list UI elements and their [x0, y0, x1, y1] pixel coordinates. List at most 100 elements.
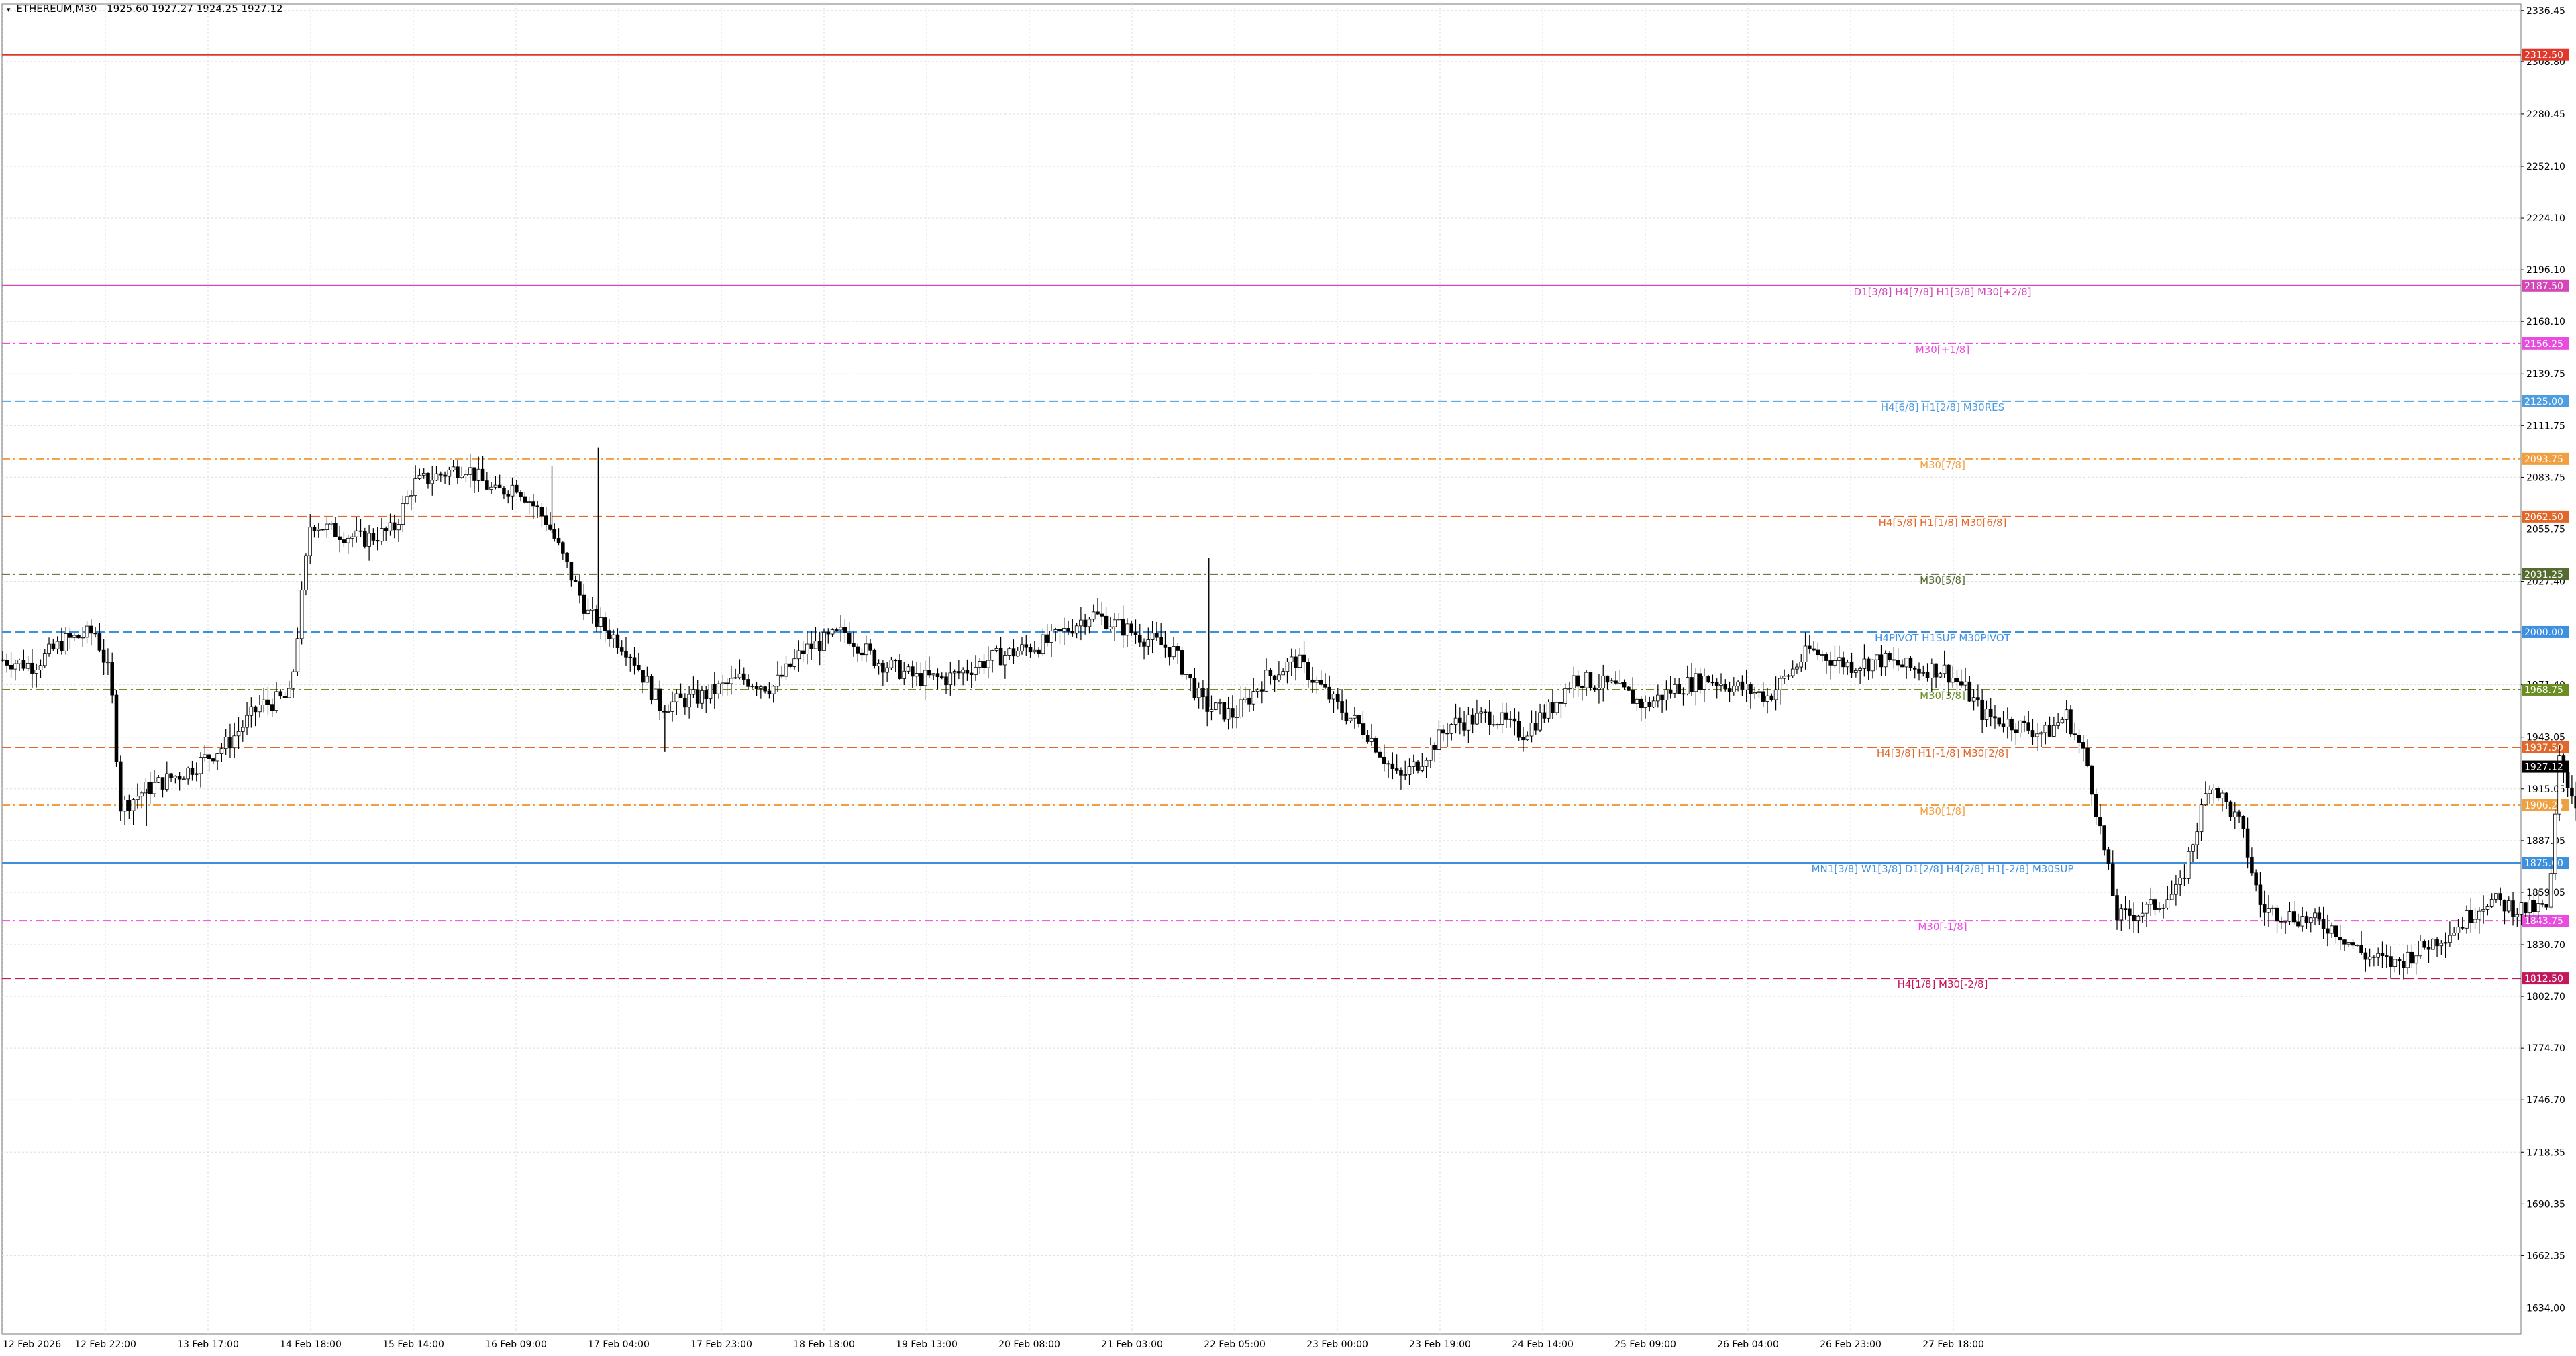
- candle-body: [531, 501, 535, 507]
- candle-body: [1930, 663, 1934, 678]
- candle-body: [1399, 770, 1403, 776]
- candle-body: [1854, 670, 1858, 673]
- candle-body: [1007, 648, 1011, 656]
- candle-body: [1353, 715, 1357, 719]
- level-price-tag: [2522, 395, 2569, 407]
- x-tick-label: 26 Feb 04:00: [1717, 1339, 1779, 1350]
- candle-body: [2136, 915, 2141, 921]
- x-tick-label: 24 Feb 14:00: [1512, 1339, 1574, 1350]
- chart-header: ▾ ETHEREUM,M30 1925.60 1927.27 1924.25 1…: [7, 3, 283, 15]
- candle-body: [911, 666, 915, 677]
- candle-body: [556, 538, 561, 543]
- candle-body: [1820, 654, 1824, 656]
- candle-body: [1239, 699, 1243, 718]
- x-tick-label: 12 Feb 2026: [3, 1339, 61, 1350]
- candle-body: [721, 682, 725, 684]
- candle-body: [405, 496, 409, 504]
- candle-body: [1799, 662, 1804, 668]
- candle-body: [236, 731, 241, 737]
- level-caption: M30[3/8]: [1920, 690, 1965, 702]
- candle-body: [1971, 697, 1976, 702]
- candle-body: [1150, 633, 1155, 640]
- candle-body: [2115, 895, 2119, 921]
- candle-body: [1243, 697, 1247, 700]
- candle-body: [1938, 673, 1943, 678]
- candle-body: [788, 663, 792, 667]
- level-price-label: 2093.75: [2524, 454, 2563, 465]
- candle-body: [1420, 766, 1425, 771]
- candle-body: [1959, 681, 1963, 686]
- candle-body: [2204, 793, 2208, 806]
- level-price-label: 2125.00: [2524, 397, 2563, 407]
- candle-body: [325, 523, 329, 530]
- candle-body: [1226, 708, 1231, 720]
- candle-body: [2262, 904, 2267, 913]
- candle-body: [1904, 658, 1908, 668]
- level-price-label: 1812.50: [2524, 974, 2563, 984]
- candle-body: [654, 688, 658, 700]
- chart-menu-icon[interactable]: ▾: [7, 5, 11, 14]
- candle-body: [961, 669, 965, 674]
- candle-body: [5, 660, 9, 666]
- candle-body: [140, 792, 144, 797]
- candle-body: [502, 488, 506, 495]
- candle-body: [957, 671, 961, 674]
- candle-body: [1942, 664, 1947, 674]
- candle-body: [1572, 675, 1576, 689]
- candle-body: [1235, 717, 1239, 719]
- candle-body: [1033, 649, 1037, 653]
- candle-body: [2351, 942, 2355, 946]
- x-tick-label: 23 Feb 00:00: [1306, 1339, 1368, 1350]
- candle-body: [704, 690, 709, 700]
- candle-body: [1466, 714, 1471, 731]
- candle-body: [2296, 921, 2300, 927]
- candle-body: [123, 800, 127, 812]
- candle-body: [2026, 722, 2030, 731]
- candle-body: [1576, 675, 1580, 687]
- candle-body: [1917, 668, 1921, 674]
- candle-body: [1500, 712, 1504, 725]
- candle-body: [927, 670, 931, 676]
- candle-body: [51, 643, 56, 649]
- candle-body: [2410, 951, 2414, 964]
- candle-body: [1656, 694, 1660, 702]
- candle-body: [725, 682, 729, 684]
- candle-body: [969, 672, 974, 675]
- candle-body: [1967, 681, 1972, 702]
- candle-body: [548, 524, 552, 530]
- candle-body: [893, 660, 898, 662]
- candle-body: [1049, 631, 1053, 643]
- candle-body: [569, 562, 574, 581]
- candle-body: [852, 643, 856, 647]
- candle-body: [1268, 670, 1273, 676]
- symbol-label: ETHEREUM,M30: [16, 3, 97, 15]
- candle-body: [1567, 688, 1572, 690]
- candle-body: [615, 634, 620, 648]
- candle-body: [2347, 942, 2351, 945]
- candle-body: [1618, 682, 1622, 684]
- candle-body: [329, 523, 333, 525]
- candle-body: [485, 480, 489, 490]
- candle-body: [321, 529, 325, 531]
- candle-body: [1281, 671, 1285, 676]
- candle-body: [658, 688, 662, 711]
- candle-body: [544, 515, 548, 525]
- candle-body: [2524, 902, 2528, 914]
- candle-body: [476, 468, 481, 481]
- candle-body: [1437, 729, 1441, 750]
- candle-body: [792, 658, 796, 667]
- y-tick-label: 2252.10: [2526, 162, 2565, 172]
- candle-body: [2334, 925, 2338, 937]
- candle-body: [1458, 717, 1462, 723]
- candle-body: [2030, 730, 2035, 737]
- candle-body: [965, 669, 970, 674]
- y-tick-label: 2196.10: [2526, 265, 2565, 276]
- candle-body: [468, 467, 472, 475]
- candle-body: [76, 635, 81, 639]
- candle-body: [1744, 684, 1749, 690]
- level-caption: M30[-1/8]: [1918, 921, 1967, 933]
- candle-body: [2275, 907, 2279, 922]
- x-tick-label: 23 Feb 19:00: [1409, 1339, 1471, 1350]
- candle-body: [1319, 680, 1323, 685]
